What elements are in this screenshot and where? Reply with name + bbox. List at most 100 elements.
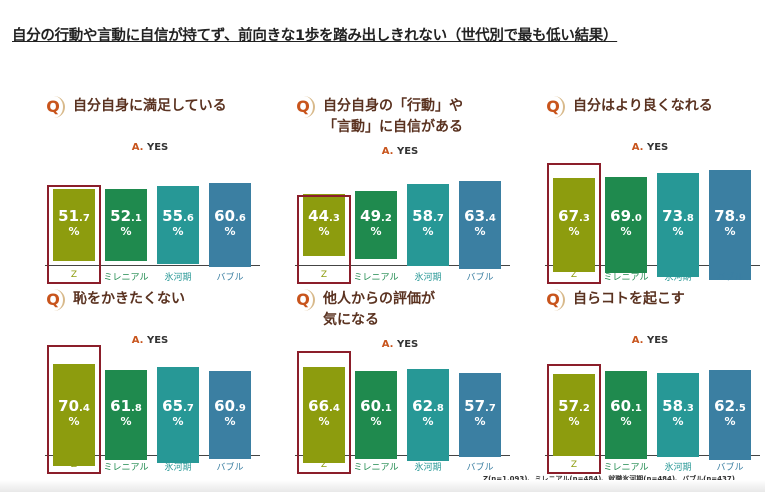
- bar-value: 67.3: [558, 206, 590, 225]
- category-label: 氷河期: [164, 463, 192, 473]
- bar-氷河期: 58.7%: [407, 183, 449, 267]
- bar-unit: %: [120, 414, 132, 428]
- answer-text: YES: [396, 146, 419, 157]
- bar-value: 49.2: [360, 207, 392, 225]
- highlight-box: [297, 194, 351, 284]
- bar-バブル: 62.5%: [709, 369, 751, 461]
- q-icon: Q: [43, 96, 65, 118]
- bar-value: 63.4: [464, 206, 496, 225]
- bar-氷河期: 58.3%: [657, 372, 699, 458]
- bar-ミレニアル: 69.0%: [605, 176, 647, 274]
- bar-value: 70.4: [58, 396, 90, 415]
- bar-unit: %: [568, 224, 580, 238]
- bar-氷河期: 55.6%: [157, 186, 199, 264]
- bar-ミレニアル: 61.8%: [105, 370, 147, 460]
- bar-unit: %: [172, 224, 184, 238]
- bar-unit: %: [422, 414, 434, 428]
- answer-text: YES: [396, 339, 419, 350]
- bar-氷河期: 73.8%: [657, 173, 699, 277]
- question-text: 自分はより良くなれる: [573, 98, 713, 114]
- category-label: ミレニアル: [103, 273, 149, 283]
- bar-value: 44.3: [308, 206, 340, 225]
- bottom-shade: [0, 480, 765, 492]
- answer-label: A. YES: [35, 335, 265, 346]
- question: Q 自分自身に満足している: [43, 96, 227, 118]
- bar-ミレニアル: 60.1%: [355, 371, 397, 459]
- bar-value: 66.4: [308, 396, 340, 415]
- answer-prefix: A.: [131, 335, 144, 346]
- bar-unit: %: [474, 224, 486, 238]
- chart-panel: Q 恥をかきたくない A. YES 70.4% Z 61.8% ミレニアル 65.7% 氷河…: [35, 283, 265, 474]
- chart-panel: Q 自分自身に満足している A. YES 51.7% Z 52.1% ミレニアル 55.6…: [35, 90, 265, 284]
- answer-label: A. YES: [285, 146, 515, 157]
- baseline: [295, 265, 510, 266]
- answer-text: YES: [646, 335, 669, 346]
- bar-unit: %: [474, 414, 486, 428]
- answer-label: A. YES: [535, 142, 765, 153]
- category-label: バブル: [716, 273, 744, 283]
- bar-unit: %: [318, 224, 330, 238]
- bar-Z: 67.3%: [553, 177, 595, 273]
- answer-text: YES: [146, 335, 169, 346]
- category-label: バブル: [216, 463, 244, 473]
- bar-value: 62.8: [412, 396, 444, 415]
- footnote: Z(n=1,093)、ミレニアル(n=484)、就職氷河期(n=484)、バブル…: [483, 475, 735, 483]
- category-label: 氷河期: [414, 273, 442, 283]
- bar-unit: %: [172, 414, 184, 428]
- category-label: 氷河期: [414, 463, 442, 473]
- bar-value: 60.1: [610, 396, 642, 415]
- page-title: 自分の行動や言動に自信が持てず、前向きな1歩を踏み出しきれない（世代別で最も低い…: [12, 28, 618, 44]
- question-text: 恥をかきたくない: [73, 291, 185, 307]
- chart-panel: Q 自分自身の「行動」や 「言動」に自信がある A. YES 44.3% Z 49.2…: [285, 90, 515, 284]
- category-label: バブル: [466, 273, 494, 283]
- bar-value: 58.3: [662, 396, 694, 415]
- bar-unit: %: [370, 414, 382, 428]
- question-text: 他人からの評価が 気になる: [323, 291, 435, 328]
- bar-value: 52.1: [110, 207, 142, 225]
- highlight-box: [47, 344, 101, 474]
- bar-value: 57.2: [558, 396, 590, 415]
- answer-prefix: A.: [631, 335, 644, 346]
- bar-value: 73.8: [662, 206, 694, 225]
- bar-氷河期: 65.7%: [157, 367, 199, 463]
- answer-prefix: A.: [381, 339, 394, 350]
- answer-prefix: A.: [131, 142, 144, 153]
- bar-value: 65.7: [162, 396, 194, 415]
- baseline: [45, 455, 260, 456]
- bar-unit: %: [68, 414, 80, 428]
- answer-label: A. YES: [35, 142, 265, 153]
- baseline: [545, 455, 760, 456]
- category-label: バブル: [216, 273, 244, 283]
- question-text: 自分自身の「行動」や 「言動」に自信がある: [323, 98, 463, 135]
- category-label: ミレニアル: [353, 463, 399, 473]
- bar-バブル: 57.7%: [459, 373, 501, 457]
- baseline: [295, 455, 510, 456]
- bar-value: 60.9: [214, 396, 246, 415]
- bar-バブル: 78.9%: [709, 169, 751, 281]
- chart-panel: Q 自らコトを起こす A. YES 57.2% Z 60.1% ミレニアル 58.3% 氷河…: [535, 283, 765, 474]
- category-label: ミレニアル: [603, 273, 649, 283]
- category-label: 氷河期: [664, 463, 692, 473]
- q-icon: Q: [293, 289, 315, 311]
- category-label: ミレニアル: [353, 273, 399, 283]
- bar-バブル: 63.4%: [459, 180, 501, 270]
- category-label: 氷河期: [164, 273, 192, 283]
- answer-text: YES: [646, 142, 669, 153]
- bar-unit: %: [568, 414, 580, 428]
- question: Q 自分自身の「行動」や 「言動」に自信がある: [293, 96, 463, 138]
- q-icon: Q: [293, 96, 315, 118]
- bar-value: 78.9: [714, 206, 746, 225]
- bar-value: 51.7: [58, 207, 90, 225]
- baseline: [545, 265, 760, 266]
- question: Q 恥をかきたくない: [43, 289, 185, 311]
- bar-Z: 57.2%: [553, 373, 595, 457]
- bar-Z: 70.4%: [53, 363, 95, 467]
- bar-ミレニアル: 60.1%: [605, 371, 647, 459]
- question: Q 自らコトを起こす: [543, 289, 685, 311]
- bar-value: 61.8: [110, 396, 142, 415]
- bar-ミレニアル: 49.2%: [355, 190, 397, 260]
- bar-unit: %: [620, 224, 632, 238]
- baseline: [45, 265, 260, 266]
- bar-unit: %: [672, 224, 684, 238]
- bar-unit: %: [224, 414, 236, 428]
